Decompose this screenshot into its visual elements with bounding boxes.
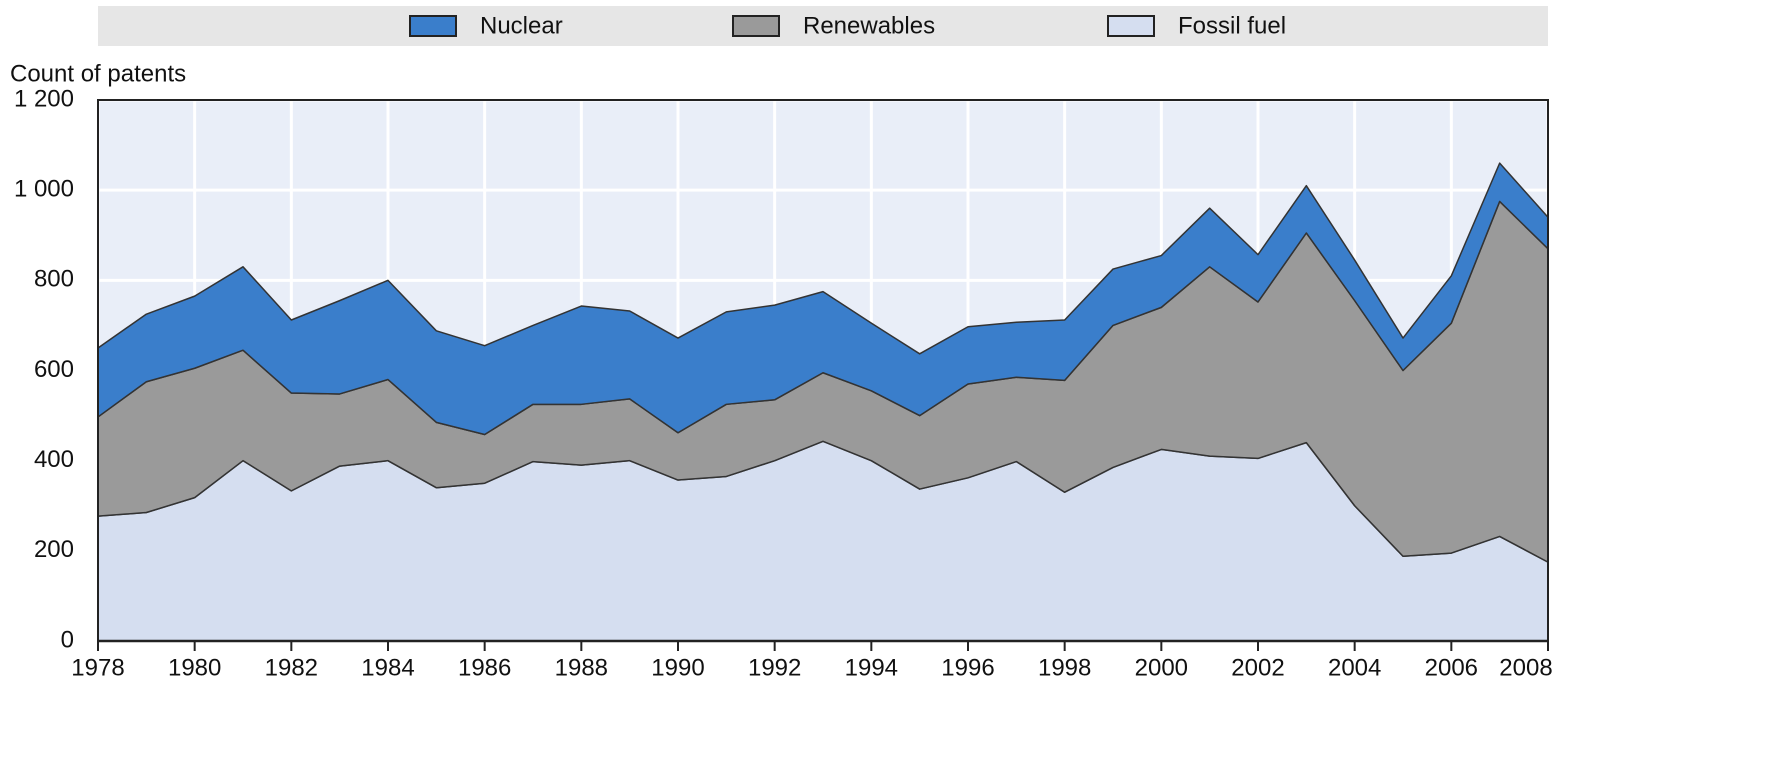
x-tick-label: 1990 xyxy=(651,654,704,681)
x-tick-label: 2008 xyxy=(1499,654,1552,681)
legend-label: Nuclear xyxy=(480,12,563,39)
x-tick-label: 2000 xyxy=(1135,654,1188,681)
y-tick-label: 400 xyxy=(34,446,74,473)
y-tick-label: 600 xyxy=(34,356,74,383)
legend-swatch xyxy=(1107,15,1155,37)
x-tick-label: 1980 xyxy=(168,654,221,681)
legend-box xyxy=(98,6,1548,46)
x-tick-label: 1996 xyxy=(941,654,994,681)
x-tick-label: 1988 xyxy=(555,654,608,681)
y-tick-label: 1 000 xyxy=(14,176,74,203)
x-tick-label: 2004 xyxy=(1328,654,1381,681)
x-tick-label: 1986 xyxy=(458,654,511,681)
y-axis-title: Count of patents xyxy=(10,60,186,87)
x-tick-label: 1984 xyxy=(361,654,414,681)
x-tick-label: 1992 xyxy=(748,654,801,681)
y-tick-label: 200 xyxy=(34,536,74,563)
x-tick-label: 1998 xyxy=(1038,654,1091,681)
x-tick-label: 2006 xyxy=(1425,654,1478,681)
x-tick-label: 1982 xyxy=(265,654,318,681)
legend-label: Fossil fuel xyxy=(1178,12,1286,39)
legend-label: Renewables xyxy=(803,12,935,39)
x-tick-label: 1994 xyxy=(845,654,898,681)
x-tick-label: 2002 xyxy=(1231,654,1284,681)
y-tick-label: 0 xyxy=(61,626,74,653)
x-tick-label: 1978 xyxy=(71,654,124,681)
legend-swatch xyxy=(732,15,780,37)
y-tick-label: 1 200 xyxy=(14,85,74,112)
legend-swatch xyxy=(409,15,457,37)
y-tick-label: 800 xyxy=(34,266,74,293)
